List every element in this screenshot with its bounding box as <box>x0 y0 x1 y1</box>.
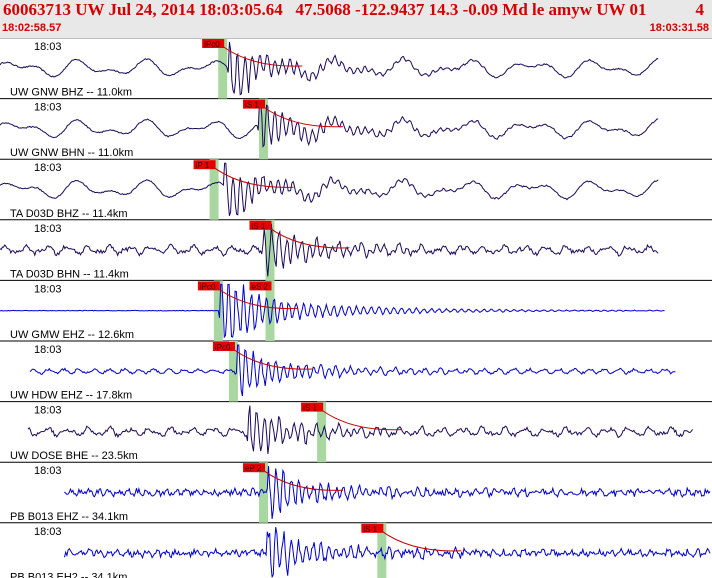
theoretical-curve <box>269 227 350 249</box>
waveform-trace <box>0 162 659 216</box>
pick-window <box>317 401 327 463</box>
theoretical-curve <box>221 45 303 67</box>
trace-label: TA D03D BHZ -- 11.4km <box>10 208 128 220</box>
pick-window <box>259 98 269 160</box>
event-title: 60063713 UW Jul 24, 2014 18:03:05.64 47.… <box>3 0 647 19</box>
waveform-trace <box>27 405 694 455</box>
waveform-trace <box>29 344 676 397</box>
waveform-trace <box>0 102 659 148</box>
time-tick-label: 18:03 <box>34 344 62 356</box>
pick-label: iS 1 <box>245 101 259 110</box>
time-tick-label: 18:03 <box>34 223 62 235</box>
trace-label: PB B013 EHZ -- 34.1km <box>10 511 128 523</box>
trace-label: PB B013 EH2 -- 34.1km <box>10 571 127 578</box>
waveform-trace <box>0 283 665 339</box>
time-tick-label: 18:03 <box>34 283 62 295</box>
pick-label: iS 1 <box>252 222 266 231</box>
pick-marker <box>193 160 216 170</box>
window-end-time: 18:03:31.58 <box>649 22 709 34</box>
waveform-trace <box>64 466 711 519</box>
waveform-trace <box>0 223 659 277</box>
theoretical-curve <box>232 348 313 370</box>
pick-label: iPc0 <box>204 40 220 49</box>
pick-marker <box>301 402 324 412</box>
time-tick-label: 18:03 <box>34 102 62 114</box>
theoretical-curve <box>217 287 298 310</box>
pick-window <box>209 159 219 220</box>
trace-label: UW DOSE BHE -- 23.5km <box>10 450 138 462</box>
theoretical-curve <box>213 166 294 188</box>
pick-label: iPc0 <box>215 343 231 352</box>
pick-window <box>265 280 275 341</box>
theoretical-curve <box>320 409 402 431</box>
pick-label: iP 1 <box>196 161 210 170</box>
waveform-trace <box>0 41 659 96</box>
pick-marker <box>212 342 235 351</box>
pick-marker <box>249 281 272 291</box>
theoretical-curve <box>262 469 344 491</box>
trace-label: UW GNW BHN -- 11.0km <box>10 147 133 159</box>
pick-marker <box>243 463 266 473</box>
pick-label: iS 1 <box>303 404 317 413</box>
pick-label: iPc0 <box>200 282 216 291</box>
trace-label: TA D03D BHN -- 11.4km <box>10 268 129 280</box>
waveform-trace <box>64 527 711 578</box>
trace-label: UW HDW EHZ -- 17.8km <box>10 390 132 402</box>
time-tick-label: 18:03 <box>34 405 62 417</box>
pick-label: eS 2 <box>252 282 269 291</box>
pick-marker <box>243 99 266 109</box>
pick-window <box>218 38 228 99</box>
pick-marker <box>361 523 384 533</box>
pick-marker <box>197 281 220 291</box>
theoretical-curve <box>262 106 344 128</box>
trace-label: UW GMW EHZ -- 12.6km <box>10 329 134 341</box>
time-tick-label: 18:03 <box>34 162 62 174</box>
time-tick-label: 18:03 <box>34 526 62 538</box>
trace-label: UW GNW BHZ -- 11.0km <box>10 87 132 99</box>
window-start-time: 18:02:58.57 <box>2 22 62 34</box>
event-title-extra: 4 <box>695 0 705 19</box>
header-bar: 60063713 UW Jul 24, 2014 18:03:05.64 47.… <box>0 0 712 39</box>
seismogram-plot[interactable]: 18:03 UW GNW BHZ -- 11.0km iPc0 18:03 UW GNW… <box>0 38 712 578</box>
pick-label: eP 2 <box>245 464 262 473</box>
pick-marker <box>249 220 272 230</box>
theoretical-curve <box>381 530 462 552</box>
pick-label: iS 1 <box>363 525 377 534</box>
time-tick-label: 18:03 <box>34 41 62 53</box>
pick-marker <box>202 39 225 48</box>
time-tick-label: 18:03 <box>34 465 62 477</box>
